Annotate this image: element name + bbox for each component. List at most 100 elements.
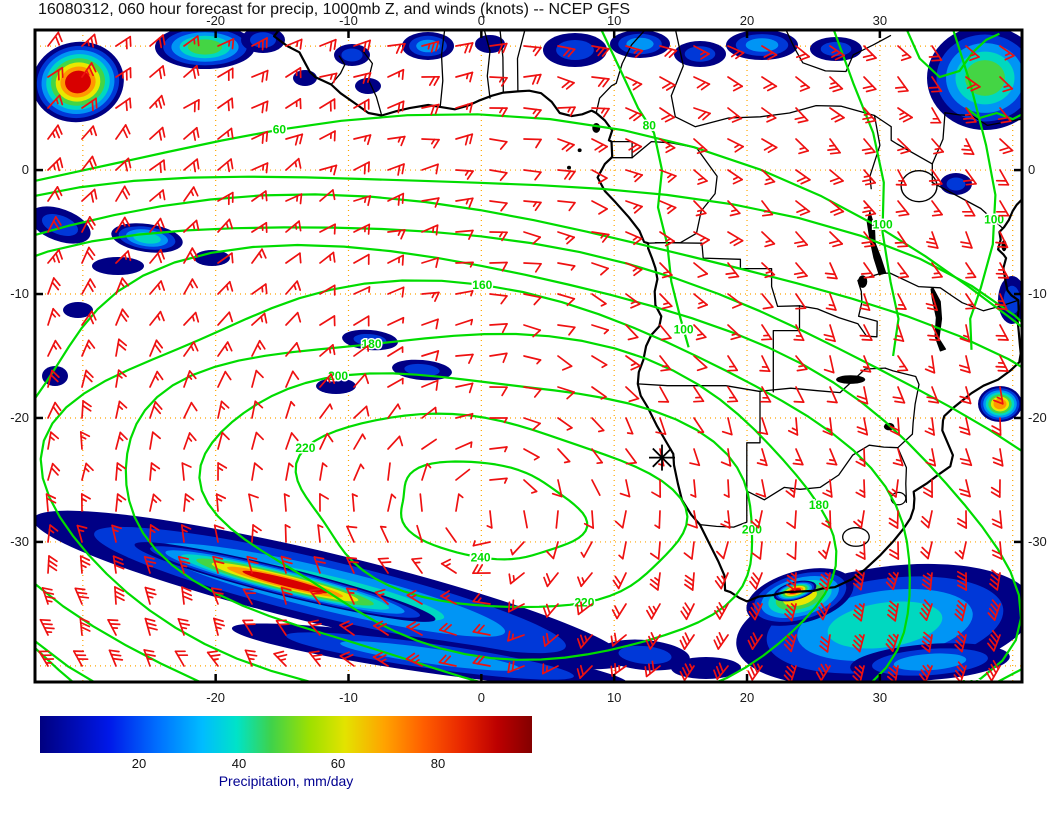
wind-barb: [489, 446, 508, 453]
wind-barb: [285, 280, 302, 295]
wind-barb: [115, 431, 128, 450]
colorbar-label: Precipitation, mm/day: [218, 773, 354, 789]
wind-barb: [217, 38, 235, 50]
wind-barb: [387, 403, 401, 419]
wind-barb: [992, 448, 1004, 467]
wind-barb: [387, 163, 405, 176]
wind-barb: [926, 231, 939, 249]
y-tick-label-left: 0: [22, 162, 29, 177]
wind-barb: [242, 619, 256, 636]
wind-barb: [787, 417, 799, 436]
colorbar-tick-label: 20: [131, 756, 147, 771]
wind-barb: [421, 224, 439, 236]
wind-barb: [285, 67, 302, 79]
contour-label: 80: [643, 118, 657, 132]
wind-barb: [750, 510, 763, 529]
wind-barb: [683, 541, 695, 560]
wind-barb: [472, 540, 491, 547]
wind-barb: [995, 231, 1009, 249]
wind-barb: [625, 448, 637, 465]
x-tick-label-top: -20: [206, 13, 225, 28]
wind-barb: [889, 541, 900, 560]
wind-barb: [285, 98, 302, 110]
wind-barb: [217, 67, 234, 82]
wind-barb: [862, 45, 877, 62]
wind-barb: [421, 257, 440, 269]
wind-barb: [679, 663, 695, 682]
country-border: [654, 241, 801, 393]
wind-barb: [862, 76, 877, 93]
wind-barb: [557, 448, 571, 464]
contour-line: [124, 332, 838, 682]
wind-barb: [319, 462, 328, 481]
wind-barb: [928, 76, 943, 93]
wind-barb: [149, 249, 165, 264]
wind-barb: [181, 462, 192, 481]
wind-barb: [644, 660, 661, 678]
wind-barb: [149, 401, 163, 419]
wind-barb: [557, 106, 576, 117]
wind-barb: [852, 665, 865, 682]
wind-barb: [651, 479, 662, 498]
wind-barb: [107, 619, 121, 636]
wind-barb: [489, 293, 508, 305]
wind-barb: [115, 308, 130, 326]
wind-barb: [930, 107, 942, 124]
wind-barb: [885, 571, 899, 591]
plot-frame: [33, 28, 1024, 684]
wind-barb: [795, 76, 811, 92]
x-tick-label-top: -10: [339, 13, 358, 28]
country-border: [798, 272, 891, 338]
wind-barb: [406, 589, 423, 605]
wind-barb: [440, 558, 457, 574]
precip-area: [316, 378, 356, 394]
wind-barb: [897, 262, 910, 279]
wind-barb: [543, 572, 559, 588]
wind-barb: [954, 630, 967, 653]
wind-barb: [489, 352, 508, 364]
wind-barb: [379, 525, 389, 543]
wind-barb: [377, 557, 392, 574]
precip-area: [63, 302, 93, 318]
contour-label: 240: [471, 551, 491, 565]
wind-barb: [959, 386, 972, 405]
wind-barb: [591, 231, 610, 243]
wind-barb: [419, 493, 423, 512]
wind-barb: [387, 377, 404, 388]
wind-barb: [319, 164, 338, 176]
wind-barb: [693, 293, 708, 309]
wind-barb: [47, 31, 63, 47]
wind-barb: [612, 572, 627, 590]
wind-barb: [557, 417, 573, 431]
wind-barb: [895, 293, 907, 310]
country-border: [516, 30, 526, 93]
wind-barb: [486, 510, 493, 529]
wind-barb: [41, 587, 56, 605]
wind-barb: [285, 133, 304, 146]
wind-barb: [115, 277, 130, 295]
wind-barb: [687, 510, 698, 529]
country-border: [330, 55, 346, 86]
colorbar-tick-label: 40: [231, 756, 247, 771]
wind-barb: [542, 632, 559, 647]
wind-barb: [319, 373, 336, 388]
wind-barb: [217, 127, 234, 140]
wind-barb: [183, 126, 200, 141]
wind-barb: [416, 524, 423, 543]
wind-barb: [924, 355, 936, 374]
wind-barb: [508, 572, 525, 585]
wind-barb: [921, 631, 933, 653]
colorbar-tick-label: 80: [430, 756, 446, 771]
wind-barb: [965, 293, 977, 310]
x-tick-label-bottom: -20: [206, 690, 225, 705]
wind-barb: [406, 621, 423, 636]
wind-barb: [523, 169, 542, 181]
x-tick-label-bottom: 20: [740, 690, 754, 705]
wind-barb: [455, 441, 473, 450]
wind-barb: [693, 262, 709, 278]
x-tick-label-top: 10: [607, 13, 621, 28]
y-tick-label-right: -30: [1028, 534, 1047, 549]
wind-barb: [761, 76, 778, 92]
wind-barb: [756, 448, 768, 467]
